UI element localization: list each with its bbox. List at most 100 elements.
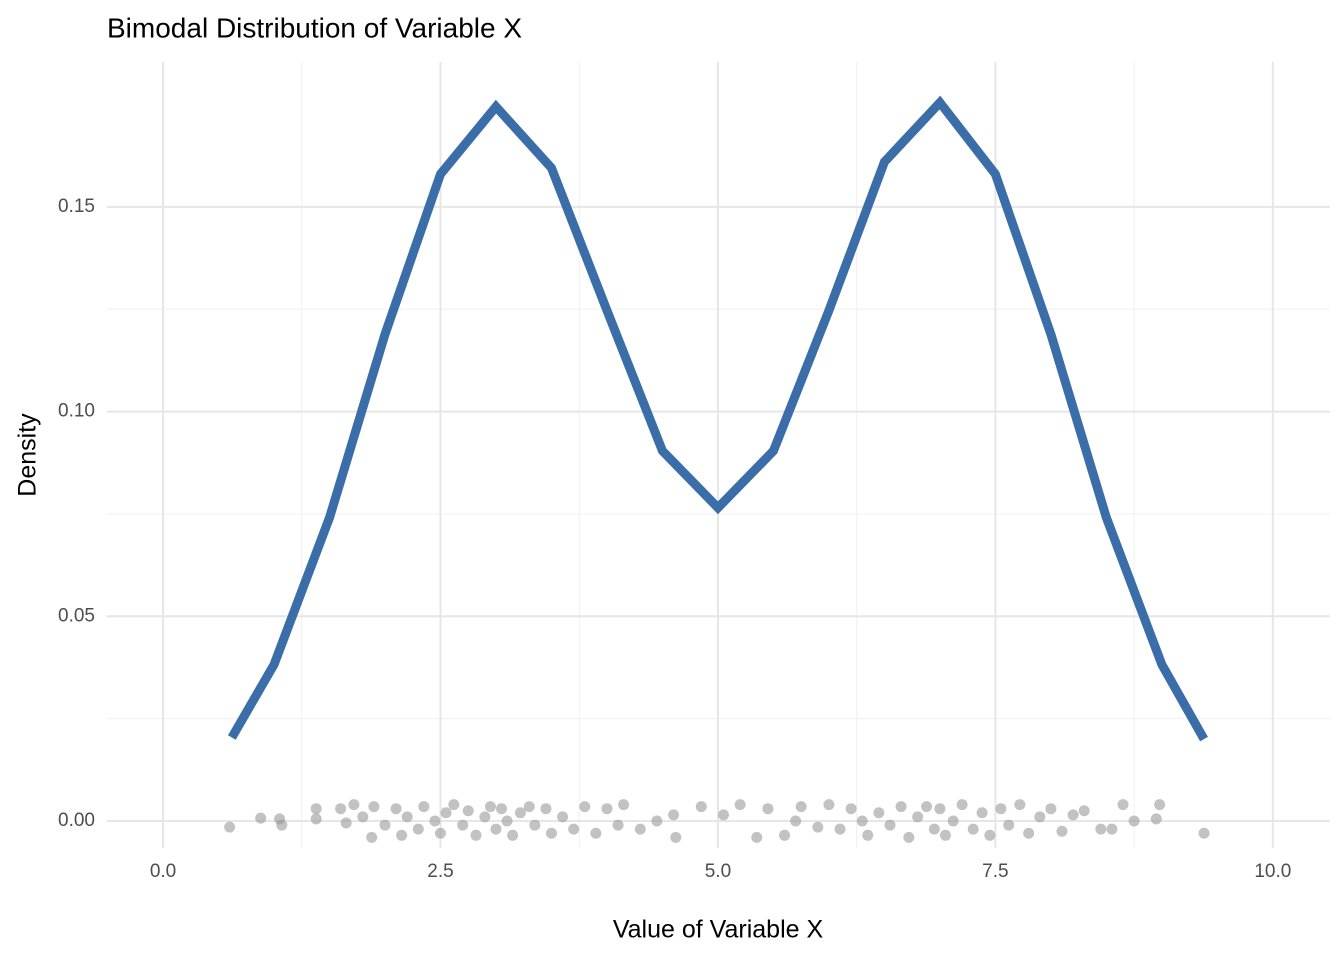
chart-title: Bimodal Distribution of Variable X (107, 12, 522, 43)
data-point (903, 831, 915, 843)
data-point (434, 827, 446, 839)
data-point (1045, 803, 1057, 815)
data-point (276, 819, 288, 831)
data-point (429, 815, 441, 827)
data-point (440, 807, 452, 819)
data-point (834, 823, 846, 835)
data-point (514, 807, 526, 819)
data-point (779, 829, 791, 841)
data-point (651, 815, 663, 827)
data-point (984, 829, 996, 841)
data-point (448, 799, 460, 811)
data-point (823, 799, 835, 811)
x-tick-label: 7.5 (982, 861, 1008, 882)
data-point (401, 811, 413, 823)
x-tick-label: 0.0 (150, 861, 176, 882)
data-point (348, 799, 360, 811)
data-point (895, 801, 907, 813)
data-point (967, 823, 979, 835)
x-tick-label: 2.5 (427, 861, 453, 882)
data-point (523, 801, 535, 813)
data-point (1056, 825, 1068, 837)
data-point (921, 801, 933, 813)
data-point (396, 829, 408, 841)
data-point (912, 811, 924, 823)
data-point (1078, 805, 1090, 817)
data-point (412, 823, 424, 835)
data-point (484, 801, 496, 813)
data-point (995, 803, 1007, 815)
data-point (507, 829, 519, 841)
data-point (790, 815, 802, 827)
data-point (310, 803, 322, 815)
data-point (717, 809, 729, 821)
data-point (884, 819, 896, 831)
data-point (612, 819, 624, 831)
data-point (490, 823, 502, 835)
y-tick-label: 0.00 (58, 810, 95, 831)
data-point (479, 811, 491, 823)
data-point (390, 803, 402, 815)
data-point (462, 805, 474, 817)
data-point (1106, 823, 1118, 835)
y-tick-label: 0.15 (58, 196, 95, 217)
data-point (1117, 799, 1129, 811)
y-axis-label: Density (14, 413, 42, 497)
data-point (928, 823, 940, 835)
data-point (695, 801, 707, 813)
data-point (947, 815, 959, 827)
x-tick-label: 5.0 (705, 861, 731, 882)
data-point (557, 811, 569, 823)
data-point (856, 815, 868, 827)
data-point (939, 829, 951, 841)
data-point (668, 809, 680, 821)
y-tick-label: 0.05 (58, 605, 95, 626)
data-point (1128, 815, 1140, 827)
data-point (379, 819, 391, 831)
data-point (1023, 827, 1035, 839)
data-point (956, 799, 968, 811)
data-point (618, 799, 630, 811)
data-point (1154, 799, 1166, 811)
x-tick-label: 10.0 (1254, 861, 1291, 882)
data-point (255, 812, 267, 824)
data-point (366, 831, 378, 843)
data-point (545, 827, 557, 839)
data-point (670, 831, 682, 843)
data-point (470, 829, 482, 841)
density-line (227, 95, 1208, 742)
data-point (812, 821, 824, 833)
data-point (845, 803, 857, 815)
data-point (579, 801, 591, 813)
data-point (862, 829, 874, 841)
data-point (224, 821, 236, 833)
data-point (340, 817, 352, 829)
x-axis-label: Value of Variable X (613, 916, 824, 944)
data-point (795, 801, 807, 813)
data-point (1067, 809, 1079, 821)
data-point (976, 807, 988, 819)
data-point (1034, 811, 1046, 823)
data-point (751, 831, 763, 843)
data-point (357, 811, 369, 823)
data-point (934, 803, 946, 815)
data-point (601, 803, 613, 815)
data-point (762, 803, 774, 815)
data-point (568, 823, 580, 835)
data-point (418, 801, 430, 813)
data-point (634, 823, 646, 835)
data-point (368, 801, 380, 813)
data-point (1198, 827, 1210, 839)
data-point (335, 803, 347, 815)
data-point (1095, 823, 1107, 835)
data-point (1150, 813, 1162, 825)
data-point (1014, 799, 1026, 811)
data-point (457, 819, 469, 831)
data-point (501, 815, 513, 827)
data-point (734, 799, 746, 811)
data-point (1003, 819, 1015, 831)
data-point (540, 803, 552, 815)
data-point (310, 813, 322, 825)
data-point (496, 803, 508, 815)
